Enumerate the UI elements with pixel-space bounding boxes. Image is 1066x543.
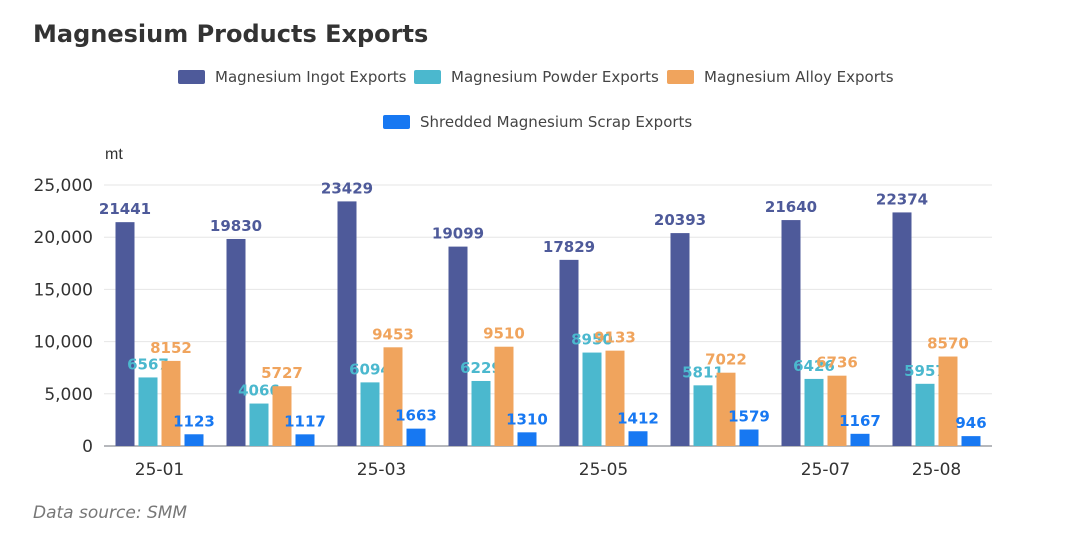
bar bbox=[226, 238, 246, 446]
bar bbox=[605, 350, 625, 446]
x-tick-label: 25-01 bbox=[135, 460, 184, 480]
bar bbox=[115, 222, 135, 446]
bar bbox=[670, 233, 690, 446]
data-label: 8950 bbox=[571, 331, 613, 349]
data-label: 8152 bbox=[150, 339, 192, 357]
bar bbox=[249, 403, 269, 446]
data-label: 21441 bbox=[99, 200, 151, 218]
bar bbox=[161, 360, 181, 446]
data-label: 7022 bbox=[705, 351, 747, 369]
chart-title: Magnesium Products Exports bbox=[33, 20, 429, 48]
data-label: 1117 bbox=[284, 412, 326, 430]
data-label: 1579 bbox=[728, 408, 770, 426]
y-tick-label: 0 bbox=[82, 437, 93, 457]
bar bbox=[739, 429, 759, 446]
data-label: 17829 bbox=[543, 238, 595, 256]
y-tick-label: 15,000 bbox=[34, 280, 93, 300]
legend-label-scrap: Shredded Magnesium Scrap Exports bbox=[420, 113, 693, 131]
data-label: 6094 bbox=[349, 360, 391, 378]
bar bbox=[961, 436, 981, 446]
x-tick-label: 25-07 bbox=[801, 460, 850, 480]
bar bbox=[716, 372, 736, 446]
bar bbox=[693, 385, 713, 446]
x-tick-label: 25-08 bbox=[912, 460, 961, 480]
y-tick-label: 5,000 bbox=[44, 385, 93, 405]
data-label: 6567 bbox=[127, 355, 169, 373]
y-tick-label: 25,000 bbox=[34, 176, 93, 196]
bar bbox=[383, 347, 403, 446]
legend-label-ingot: Magnesium Ingot Exports bbox=[215, 68, 407, 86]
bar bbox=[448, 246, 468, 446]
bar bbox=[628, 431, 648, 446]
x-tick-label: 25-05 bbox=[579, 460, 628, 480]
legend-item-ingot[interactable]: Magnesium Ingot Exports bbox=[178, 68, 406, 86]
bar bbox=[337, 201, 357, 446]
bar bbox=[494, 346, 514, 446]
data-label: 21640 bbox=[765, 198, 817, 216]
bar bbox=[781, 220, 801, 446]
data-label: 9133 bbox=[594, 329, 636, 347]
data-label: 9453 bbox=[372, 325, 414, 343]
legend-item-scrap[interactable]: Shredded Magnesium Scrap Exports bbox=[383, 113, 692, 131]
data-label: 22374 bbox=[876, 190, 928, 208]
bar bbox=[892, 212, 912, 446]
bar bbox=[138, 377, 158, 446]
bar bbox=[582, 352, 602, 446]
data-label: 19830 bbox=[210, 217, 262, 235]
bar bbox=[850, 433, 870, 446]
bar bbox=[915, 383, 935, 446]
data-label: 1123 bbox=[173, 412, 215, 430]
legend-swatch-scrap bbox=[383, 115, 410, 129]
legend-label-alloy: Magnesium Alloy Exports bbox=[704, 68, 894, 86]
data-label: 23429 bbox=[321, 179, 373, 197]
bar bbox=[804, 378, 824, 446]
data-label: 5727 bbox=[261, 364, 303, 382]
y-tick-label: 20,000 bbox=[34, 228, 93, 248]
y-axis-unit: mt bbox=[105, 146, 123, 163]
y-tick-label: 10,000 bbox=[34, 333, 93, 353]
data-source: Data source: SMM bbox=[33, 503, 188, 523]
bar bbox=[295, 434, 315, 446]
data-label: 6426 bbox=[793, 357, 835, 375]
bar bbox=[827, 375, 847, 446]
legend-swatch-ingot bbox=[178, 70, 205, 84]
data-label: 5957 bbox=[904, 362, 946, 380]
data-label: 1167 bbox=[839, 412, 881, 430]
legend-label-powder: Magnesium Powder Exports bbox=[451, 68, 659, 86]
legend-item-alloy[interactable]: Magnesium Alloy Exports bbox=[667, 68, 894, 86]
data-label: 6736 bbox=[816, 354, 858, 372]
data-label: 1310 bbox=[506, 410, 548, 428]
data-label: 1412 bbox=[617, 409, 659, 427]
data-label: 9510 bbox=[483, 325, 525, 343]
bar bbox=[559, 259, 579, 446]
legend-item-powder[interactable]: Magnesium Powder Exports bbox=[414, 68, 659, 86]
data-label: 946 bbox=[955, 414, 986, 432]
legend-swatch-alloy bbox=[667, 70, 694, 84]
data-label: 5811 bbox=[682, 363, 724, 381]
data-label: 19099 bbox=[432, 225, 484, 243]
data-label: 8570 bbox=[927, 335, 969, 353]
bar bbox=[517, 432, 537, 446]
data-label: 1663 bbox=[395, 407, 437, 425]
x-tick-label: 25-03 bbox=[357, 460, 406, 480]
bar bbox=[406, 428, 426, 446]
data-label: 20393 bbox=[654, 211, 706, 229]
legend-swatch-powder bbox=[414, 70, 441, 84]
data-label: 4066 bbox=[238, 382, 280, 400]
bar bbox=[938, 356, 958, 446]
bar bbox=[471, 380, 491, 446]
bar bbox=[360, 382, 380, 446]
bar bbox=[184, 434, 204, 446]
bar bbox=[272, 386, 292, 446]
data-label: 6229 bbox=[460, 359, 502, 377]
